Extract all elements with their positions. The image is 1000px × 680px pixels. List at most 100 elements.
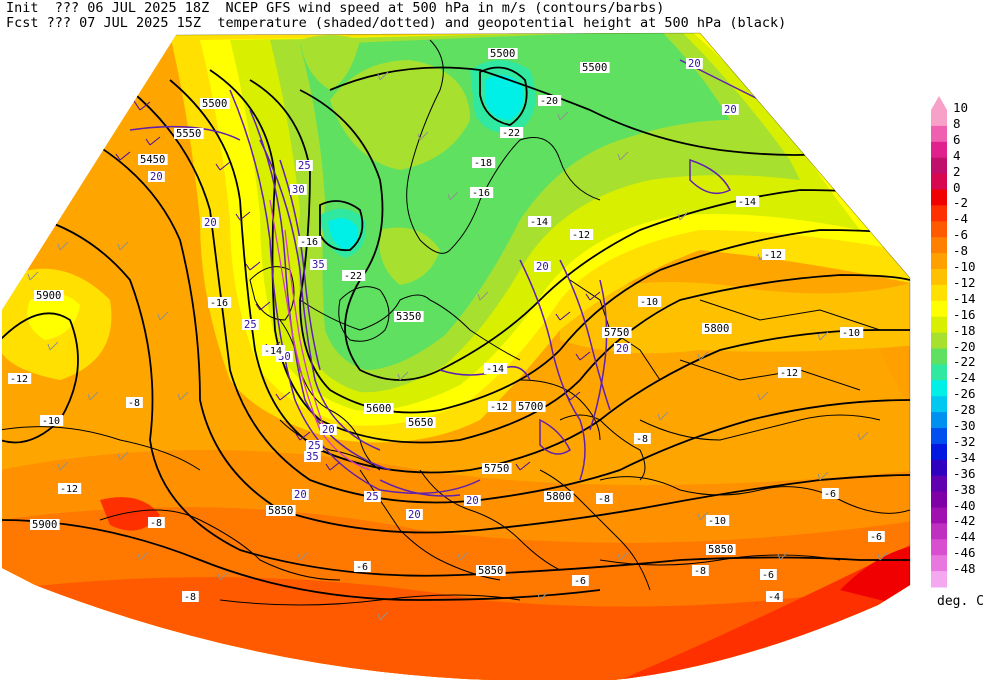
colorbar-swatch — [931, 396, 947, 413]
colorbar-swatch — [931, 412, 947, 429]
wind-contour-label: 20 — [408, 509, 421, 521]
temperature-labels: -20 -22 -18 -16 -14 -12 -14 -12 -10 -12 -10 -16 -14 -… — [8, 95, 885, 603]
height-contour-label: 5500 — [490, 48, 515, 60]
colorbar-swatch — [931, 157, 947, 175]
wind-contour-label: 20 — [724, 104, 737, 116]
wind-core-contours — [269, 199, 371, 471]
temperature-label: -18 — [474, 158, 492, 169]
colorbar-swatch — [931, 332, 947, 349]
wind-contour-label-box — [304, 451, 321, 462]
colorbar-label: 8 — [953, 115, 961, 131]
wind-contour-label-box — [306, 440, 323, 451]
height-contour-label: 5750 — [604, 327, 629, 339]
wind-contour-label: 25 — [244, 319, 257, 331]
temperature-label: -16 — [210, 298, 228, 309]
colorbar-swatch — [931, 300, 947, 318]
temperature-label-box — [760, 569, 777, 580]
temperature-label: -12 — [490, 402, 508, 413]
header-init-line: Init ??? 06 JUL 2025 18Z NCEP GFS wind s… — [6, 0, 665, 16]
temperature-label-box — [692, 565, 709, 576]
colorbar-swatch — [931, 364, 947, 381]
temperature-label-box — [8, 373, 32, 384]
wind-contour-label: 20 — [294, 489, 307, 501]
colorbar-label: -12 — [953, 274, 976, 290]
temperature-label: -10 — [640, 297, 658, 308]
wind-contour-label: 35 — [306, 451, 319, 463]
temperature-label-box — [840, 327, 864, 338]
temperature-label: -12 — [10, 374, 28, 385]
colorbar-label: -44 — [953, 529, 976, 545]
colorbar-swatch — [931, 237, 947, 254]
colorbar-label: -6 — [953, 227, 969, 243]
colorbar-arrow-top — [931, 96, 947, 110]
colorbar-swatch — [931, 205, 947, 222]
wind-contour-label-box — [722, 104, 739, 115]
temperature-label: -8 — [636, 434, 648, 445]
temperature-label-box — [596, 493, 613, 504]
height-contour-label-box — [482, 463, 512, 474]
height-contour-label: 5450 — [140, 154, 165, 166]
colorbar-label: -22 — [953, 354, 976, 370]
temperature-label-box — [342, 270, 366, 281]
temperature-label-box — [354, 561, 371, 572]
height-contour-label: 5750 — [484, 463, 509, 475]
colorbar-label: -8 — [953, 243, 969, 259]
temperature-label: -6 — [574, 576, 586, 587]
colorbar-swatch — [931, 523, 947, 540]
colorbar — [931, 96, 947, 588]
colorbar-swatch — [931, 189, 947, 206]
height-contour-label: 5850 — [478, 565, 503, 577]
height-contour-label: 5800 — [704, 323, 729, 335]
height-contour-label-box — [706, 544, 736, 555]
colorbar-label: -38 — [953, 481, 976, 497]
temperature-label: -14 — [738, 197, 756, 208]
wind-contour-label-box — [614, 343, 631, 354]
temperature-label-box — [262, 345, 286, 356]
temperature-label: -16 — [472, 188, 490, 199]
colorbar-label: -14 — [953, 290, 976, 306]
wind-contour-label-box — [534, 261, 551, 272]
colorbar-label: -4 — [953, 211, 969, 227]
colorbar-units: deg. C — [937, 594, 984, 609]
colorbar-swatch — [931, 428, 947, 445]
wind-contour-label-box — [686, 58, 703, 69]
height-contour-label-box — [476, 565, 506, 576]
temperature-label-box — [822, 488, 839, 499]
temperature-label-box — [538, 95, 562, 106]
wind-contour-label: 20 — [322, 424, 335, 436]
temperature-label: -10 — [42, 416, 60, 427]
height-contour-label-box — [174, 128, 204, 139]
temperature-label: -8 — [598, 494, 610, 505]
wind-contour-label: 30 — [292, 184, 305, 196]
height-contour-label-box — [30, 519, 60, 530]
height-labels: 5500 5500 5500 5450 5550 5900 5350 5600 5650 5700… — [30, 48, 736, 577]
wind-contour-label: 20 — [616, 343, 629, 355]
colorbar-swatch — [931, 571, 947, 588]
temperature-label: -10 — [842, 328, 860, 339]
colorbar-label: -46 — [953, 545, 976, 561]
wind-contour-label-box — [320, 424, 337, 435]
height-contour-label-box — [394, 311, 424, 322]
temperature-label-box — [634, 433, 651, 444]
height-contour-label-box — [34, 290, 64, 301]
temperature-label-box — [500, 127, 524, 138]
height-contour-label: 5550 — [176, 128, 201, 140]
height-contour-label: 5600 — [366, 403, 391, 415]
temperature-label-box — [484, 363, 508, 374]
strong-wind-barbs — [115, 100, 601, 471]
colorbar-swatch — [931, 110, 947, 127]
height-contours — [2, 66, 910, 601]
height-contour-label-box — [580, 62, 610, 73]
colorbar-label: -24 — [953, 370, 976, 386]
colorbar-swatch — [931, 269, 947, 286]
temperature-label: -16 — [300, 237, 318, 248]
height-contour-label-box — [544, 491, 574, 502]
height-contour-label: 5350 — [396, 311, 421, 323]
temperature-label: -6 — [824, 489, 836, 500]
colorbar-swatch — [931, 173, 947, 190]
temperature-label-box — [126, 397, 143, 408]
colorbar-label: -40 — [953, 497, 976, 513]
